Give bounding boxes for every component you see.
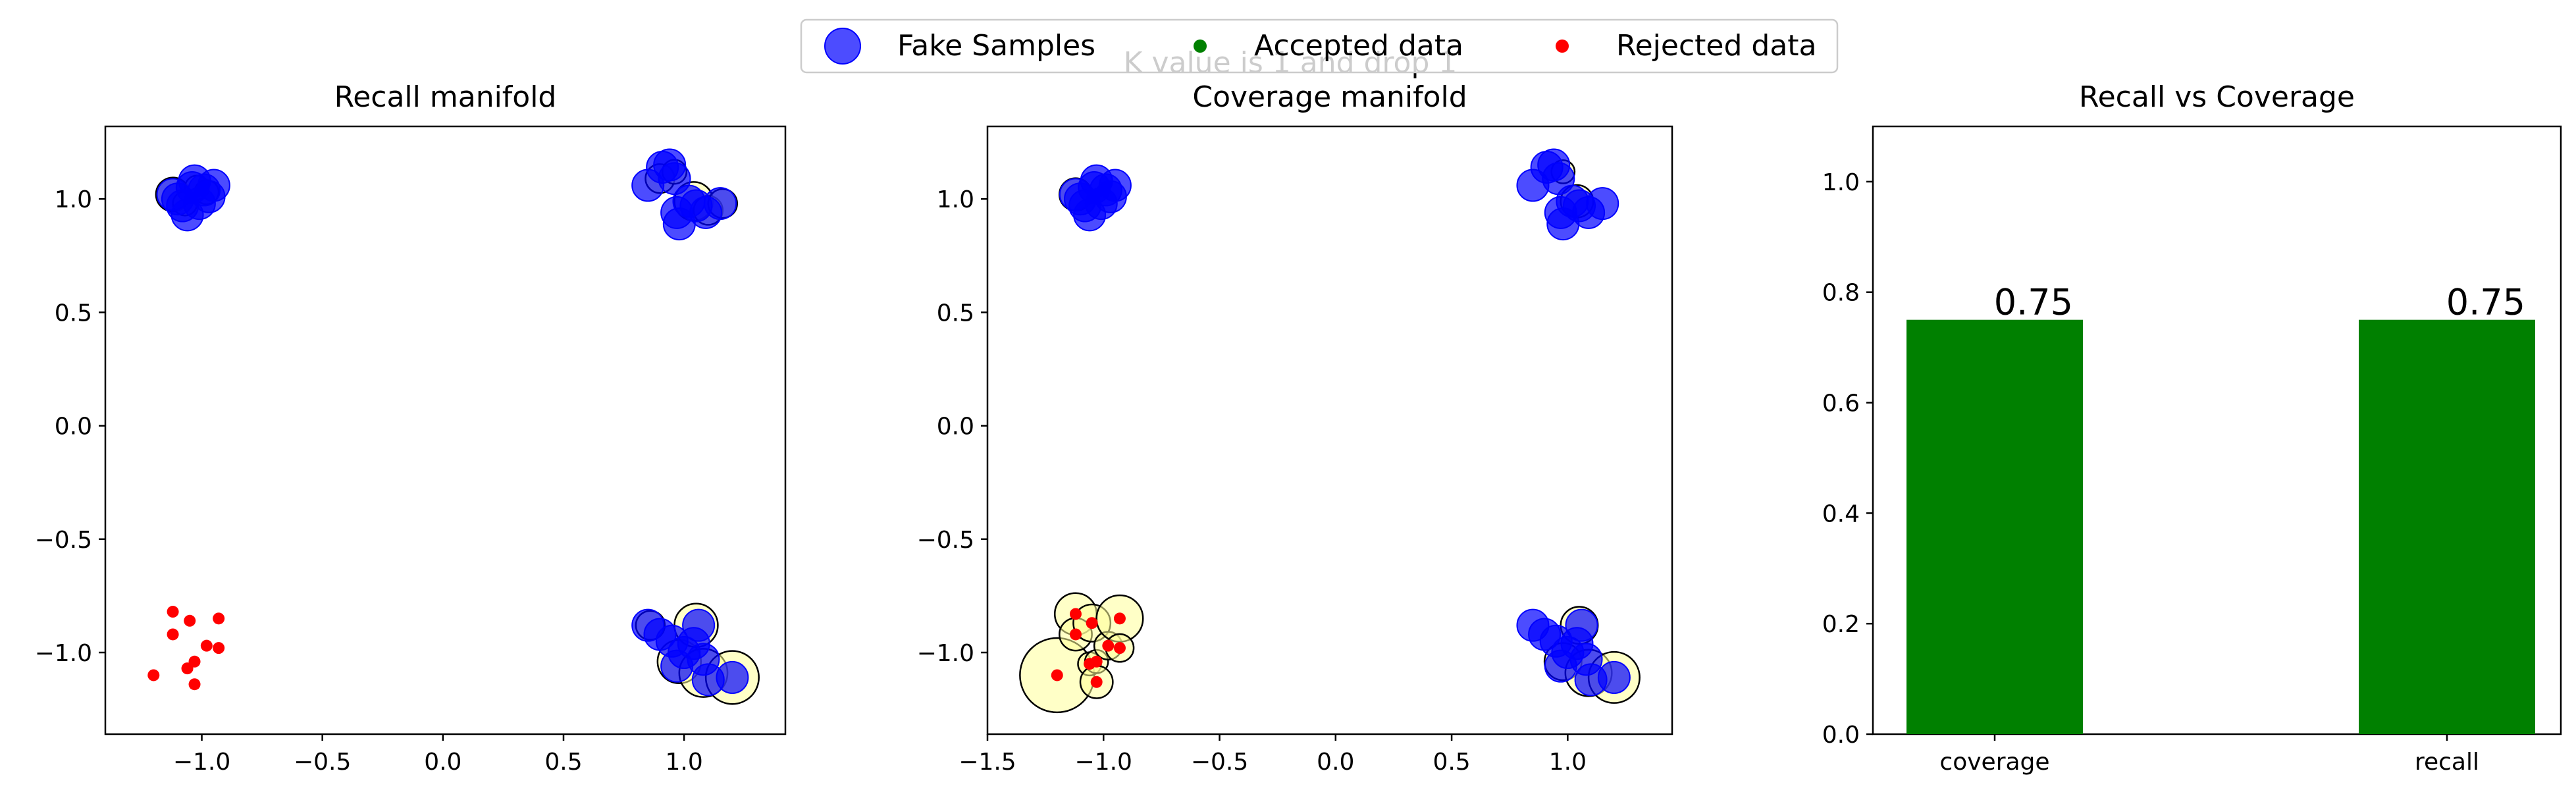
coverage-fake-sample-9 xyxy=(1078,171,1111,204)
bar-recall xyxy=(2359,319,2535,734)
recall-plot-frame xyxy=(104,125,787,735)
accepted-data-legend-label: Accepted data xyxy=(1254,29,1463,63)
coverage-rejected-point-7 xyxy=(1102,639,1115,652)
coverage-y-tick-label-4: 1.0 xyxy=(937,186,974,213)
coverage-chart-title: Coverage manifold xyxy=(1192,80,1467,114)
bar-y-tick-label-1: 0.2 xyxy=(1822,611,1860,638)
coverage-fake-sample-19 xyxy=(1586,187,1619,221)
coverage-rejected-point-3 xyxy=(1086,617,1098,629)
coverage-x-tick-label-0: −1.5 xyxy=(959,749,1016,776)
recall-y-tick-label-2: 0.0 xyxy=(55,413,92,440)
coverage-y-tick-label-0: −1.0 xyxy=(917,640,974,667)
coverage-x-tick-label-5: 1.0 xyxy=(1549,749,1587,776)
bar-plot-frame xyxy=(1872,125,2562,735)
coverage-data-layer xyxy=(1019,148,1641,714)
bar-y-tick-label-4: 0.8 xyxy=(1822,280,1860,307)
recall-rejected-point-16 xyxy=(167,628,179,641)
coverage-plot-frame xyxy=(986,125,1673,735)
recall-x-tick-label-4: 1.0 xyxy=(666,749,703,776)
bar-y-tick-label-5: 1.0 xyxy=(1822,169,1860,196)
recall-y-tick-label-0: −1.0 xyxy=(35,640,92,667)
coverage-rejected-point-5 xyxy=(1090,655,1103,668)
coverage-x-tick-label-2: −0.5 xyxy=(1191,749,1248,776)
coverage-x-tick-label-3: 0.0 xyxy=(1317,749,1354,776)
recall-rejected-point-20 xyxy=(200,639,213,652)
coverage-manifold-panel: Coverage manifold −1.5 −1.0 −0.5 0.0 0.5 1.0−… xyxy=(917,80,1673,776)
recall-x-tick-label-2: 0.0 xyxy=(424,749,461,776)
recall-y-tick-label-4: 1.0 xyxy=(55,186,92,213)
recall-rejected-point-19 xyxy=(188,655,201,668)
bar-value-label-recall: 0.75 xyxy=(2446,282,2525,323)
coverage-rejected-point-2 xyxy=(1069,628,1082,641)
coverage-x-tick-label-1: −1.0 xyxy=(1075,749,1132,776)
bar-chart-title: Recall vs Coverage xyxy=(2079,80,2355,114)
coverage-fake-sample-29 xyxy=(1597,660,1631,694)
legend-item-fake-samples: Fake Samples xyxy=(824,28,1095,65)
legend-item-rejected-data: Rejected data xyxy=(1556,29,1817,63)
legend-frame xyxy=(800,18,1839,74)
coverage-rejected-point-1 xyxy=(1069,608,1082,620)
recall-fake-sample-9 xyxy=(175,171,209,204)
recall-y-tick-label-1: −0.5 xyxy=(35,527,92,554)
rejected-data-legend-label: Rejected data xyxy=(1616,29,1817,63)
accepted-data-legend-marker xyxy=(1194,40,1207,53)
rejected-data-legend-marker xyxy=(1556,40,1569,53)
coverage-rejected-point-9 xyxy=(1113,642,1126,654)
coverage-y-tick-label-2: 0.0 xyxy=(937,413,974,440)
recall-x-tick-label-1: −0.5 xyxy=(294,749,351,776)
recall-rejected-point-21 xyxy=(213,612,225,625)
recall-vs-coverage-panel: Recall vs Coverage 0.75 0.75 coverage reca… xyxy=(1822,80,2562,776)
recall-x-tick-label-0: −1.0 xyxy=(173,749,230,776)
recall-rejected-point-17 xyxy=(184,614,196,627)
legend-item-accepted-data: Accepted data xyxy=(1194,29,1463,63)
bar-coverage xyxy=(1906,319,2083,734)
recall-chart-title: Recall manifold xyxy=(334,80,557,114)
coverage-fake-sample-26 xyxy=(1565,608,1598,642)
coverage-rejected-point-0 xyxy=(1051,669,1063,681)
bar-axes: coverage recall 0.0 0.2 0.4 0.6 0.8 1.0 xyxy=(1822,169,2479,776)
bar-data-layer: 0.75 0.75 xyxy=(1906,282,2535,734)
recall-rejected-point-14 xyxy=(147,669,160,681)
bar-y-tick-label-2: 0.4 xyxy=(1822,500,1860,527)
legend: Fake Samples Accepted data Rejected data xyxy=(800,18,1839,74)
coverage-y-tick-label-1: −0.5 xyxy=(917,527,974,554)
bar-y-tick-label-0: 0.0 xyxy=(1822,722,1860,749)
recall-rejected-point-15 xyxy=(167,606,179,618)
bar-category-label-recall: recall xyxy=(2415,749,2479,776)
fake-samples-legend-label: Fake Samples xyxy=(897,29,1095,63)
coverage-rejected-point-8 xyxy=(1113,612,1126,625)
recall-fake-sample-29 xyxy=(716,660,749,694)
recall-axes: −1.0 −0.5 0.0 0.5 1.0 −1.0 −0.5 0.0 0.5 1.0 xyxy=(35,186,703,776)
recall-rejected-point-22 xyxy=(213,642,225,654)
recall-rejected-point-23 xyxy=(188,678,201,691)
coverage-y-tick-label-3: 0.5 xyxy=(937,300,974,327)
recall-data-layer xyxy=(147,148,760,705)
recall-fake-sample-26 xyxy=(682,608,716,642)
bar-category-label-coverage: coverage xyxy=(1939,749,2049,776)
recall-fake-sample-19 xyxy=(704,187,737,221)
recall-y-tick-label-3: 0.5 xyxy=(55,300,92,327)
coverage-x-tick-label-4: 0.5 xyxy=(1433,749,1470,776)
recall-manifold-panel: Recall manifold −1.0 −0.5 0.0 0.5 1.0 −1.0 −0.… xyxy=(35,80,787,776)
coverage-rejected-point-6 xyxy=(1090,676,1103,688)
coverage-axes: −1.5 −1.0 −0.5 0.0 0.5 1.0 −1.0 −0.5 0.0 0.5 1.0 xyxy=(917,186,1587,776)
bar-y-tick-label-3: 0.6 xyxy=(1822,390,1860,417)
bar-value-label-coverage: 0.75 xyxy=(1994,282,2073,323)
fake-samples-legend-marker xyxy=(824,28,861,65)
recall-x-tick-label-3: 0.5 xyxy=(544,749,582,776)
